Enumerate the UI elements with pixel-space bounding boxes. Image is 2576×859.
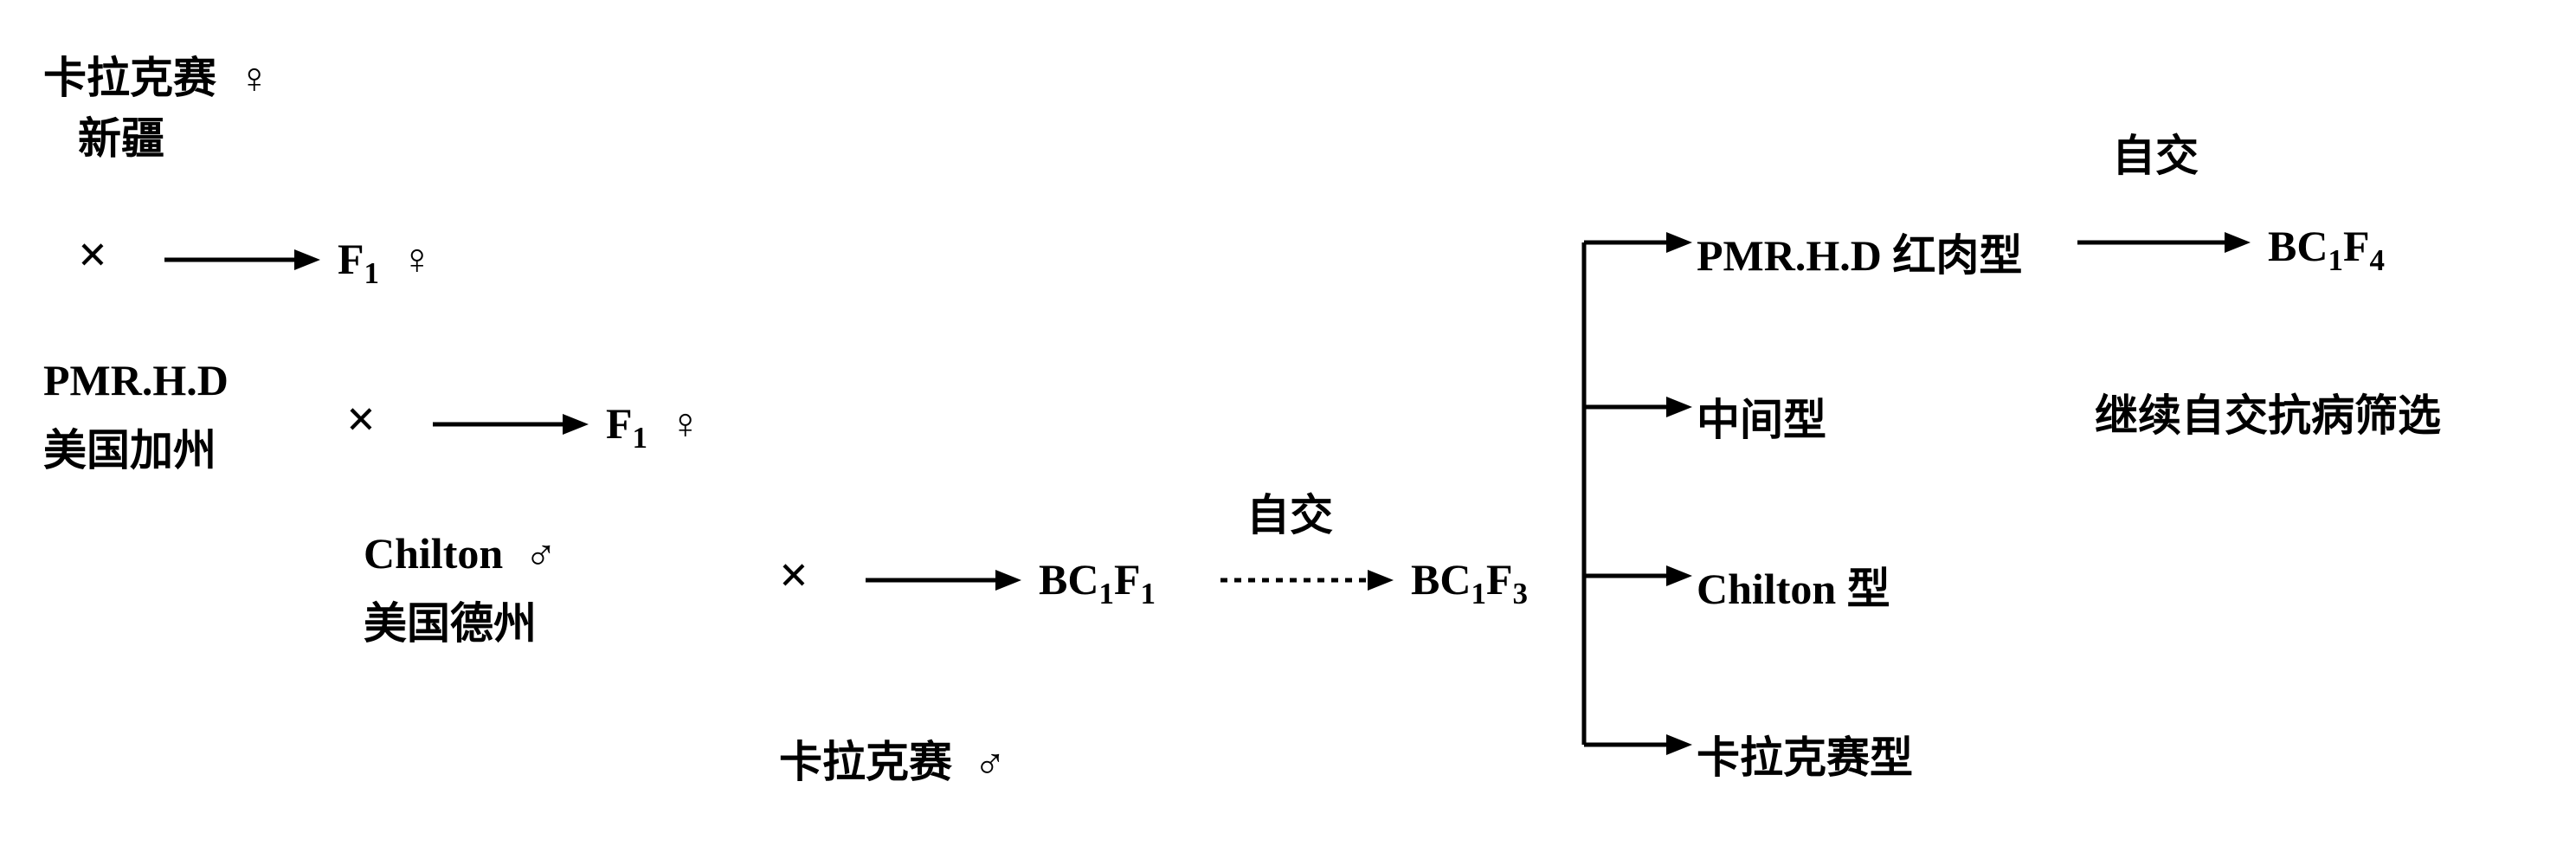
output-1: PMR.H.D 红肉型 — [1697, 221, 2022, 283]
cross-symbol-3: × — [779, 546, 808, 605]
parent1-line1: 卡拉克赛 ♀ — [43, 43, 271, 106]
output-3: Chilton 型 — [1697, 554, 1890, 617]
arrow-2 — [433, 407, 597, 442]
f1-first: F1 ♀ — [338, 234, 434, 291]
parent3-line2: 美国德州 — [364, 589, 537, 651]
bc1f3: BC1F3 — [1411, 554, 1528, 611]
male-icon: ♂ — [525, 529, 557, 578]
cross-symbol-2: × — [346, 390, 376, 449]
arrow-3 — [866, 563, 1030, 597]
output-4: 卡拉克赛型 — [1697, 723, 1913, 785]
bracket-icon — [1580, 216, 1701, 771]
parent2-line1: PMR.H.D — [43, 355, 229, 405]
female-icon: ♀ — [669, 399, 702, 448]
parent2-line2: 美国加州 — [43, 416, 216, 478]
selfing-label-2: 自交 — [2112, 121, 2199, 184]
cross-symbol-1: × — [78, 225, 107, 285]
f1-second: F1 ♀ — [606, 398, 702, 455]
continue-text: 继续自交抗病筛选 — [2095, 381, 2441, 443]
bc1f1: BC1F1 — [1039, 554, 1156, 611]
arrow-4-dotted — [1220, 563, 1402, 597]
selfing-label-1: 自交 — [1246, 481, 1333, 543]
parent3-line1: Chilton ♂ — [364, 528, 557, 578]
female-icon: ♀ — [238, 54, 271, 102]
bc1f4: BC1F4 — [2268, 221, 2385, 278]
female-icon: ♀ — [401, 235, 434, 283]
arrow-1 — [164, 242, 329, 277]
male-icon: ♂ — [974, 738, 1007, 786]
parent1-line2: 新疆 — [78, 104, 164, 166]
parent4: 卡拉克赛 ♂ — [779, 727, 1007, 790]
output-2: 中间型 — [1697, 385, 1826, 448]
arrow-5 — [2077, 225, 2259, 260]
